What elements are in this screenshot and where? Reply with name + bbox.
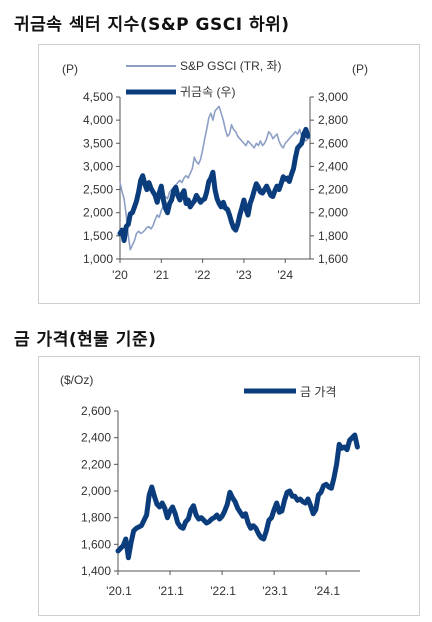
x-tick-label: '22	[195, 268, 211, 282]
y-right-tick-label: 2,400	[318, 159, 348, 173]
y-left-tick-label: 3,500	[83, 136, 113, 150]
y-tick-label: 1,800	[81, 511, 111, 525]
y-left-tick-label: 3,000	[83, 159, 113, 173]
x-tick-label: '22.1	[210, 584, 236, 598]
x-tick-label: '24.1	[314, 584, 340, 598]
y-right-tick-label: 2,600	[318, 136, 348, 150]
x-tick-label: '24	[277, 268, 293, 282]
legend-label-sp-gsci: S&P GSCI (TR, 좌)	[180, 59, 282, 73]
x-tick-label: '21.1	[158, 584, 184, 598]
y-right-tick-label: 2,200	[318, 183, 348, 197]
x-tick-label: '21	[153, 268, 169, 282]
y-tick-label: 1,600	[81, 537, 111, 551]
series-line-precious-metals	[117, 126, 311, 243]
y-left-tick-label: 2,500	[83, 183, 113, 197]
chart-title-gold-price: 금 가격(현물 기준)	[14, 330, 157, 350]
y-right-tick-label: 1,800	[318, 229, 348, 243]
legend-label-gold-price: 금 가격	[300, 385, 336, 399]
y-tick-label: 1,400	[81, 564, 111, 578]
y-left-tick-label: 1,500	[83, 229, 113, 243]
x-tick-label: '20	[112, 268, 128, 282]
y-tick-label: 2,000	[81, 484, 111, 498]
x-tick-label: '23.1	[262, 584, 288, 598]
chart-panel-gold-price	[38, 356, 420, 616]
y-right-tick-label: 1,600	[318, 252, 348, 266]
y-unit: ($/Oz)	[60, 373, 93, 387]
chart-title-precious-metals: 귀금속 섹터 지수(S&P GSCI 하위)	[14, 15, 290, 35]
y-left-unit: (P)	[62, 62, 78, 76]
series-line-sp-gsci	[119, 105, 309, 251]
y-left-tick-label: 4,000	[83, 113, 113, 127]
series-line-gold-price	[115, 432, 360, 561]
y-left-tick-label: 2,000	[83, 206, 113, 220]
y-right-unit: (P)	[352, 62, 368, 76]
y-left-tick-label: 4,500	[83, 90, 113, 104]
y-right-tick-label: 2,800	[318, 113, 348, 127]
y-left-tick-label: 1,000	[83, 252, 113, 266]
y-tick-label: 2,600	[81, 404, 111, 418]
y-right-tick-label: 3,000	[318, 90, 348, 104]
chart-panel-precious-metals	[38, 44, 420, 304]
x-tick-label: '23	[236, 268, 252, 282]
precious-metals-chart: 4,500 4,000 3,500 3,000 2,500 2,000 1,500 1,000…	[62, 59, 368, 282]
y-right-tick-label: 2,000	[318, 206, 348, 220]
legend-label-precious-metals: 귀금속 (우)	[180, 85, 236, 99]
x-tick-label: '20.1	[106, 584, 132, 598]
y-tick-label: 2,400	[81, 431, 111, 445]
y-tick-label: 2,200	[81, 457, 111, 471]
